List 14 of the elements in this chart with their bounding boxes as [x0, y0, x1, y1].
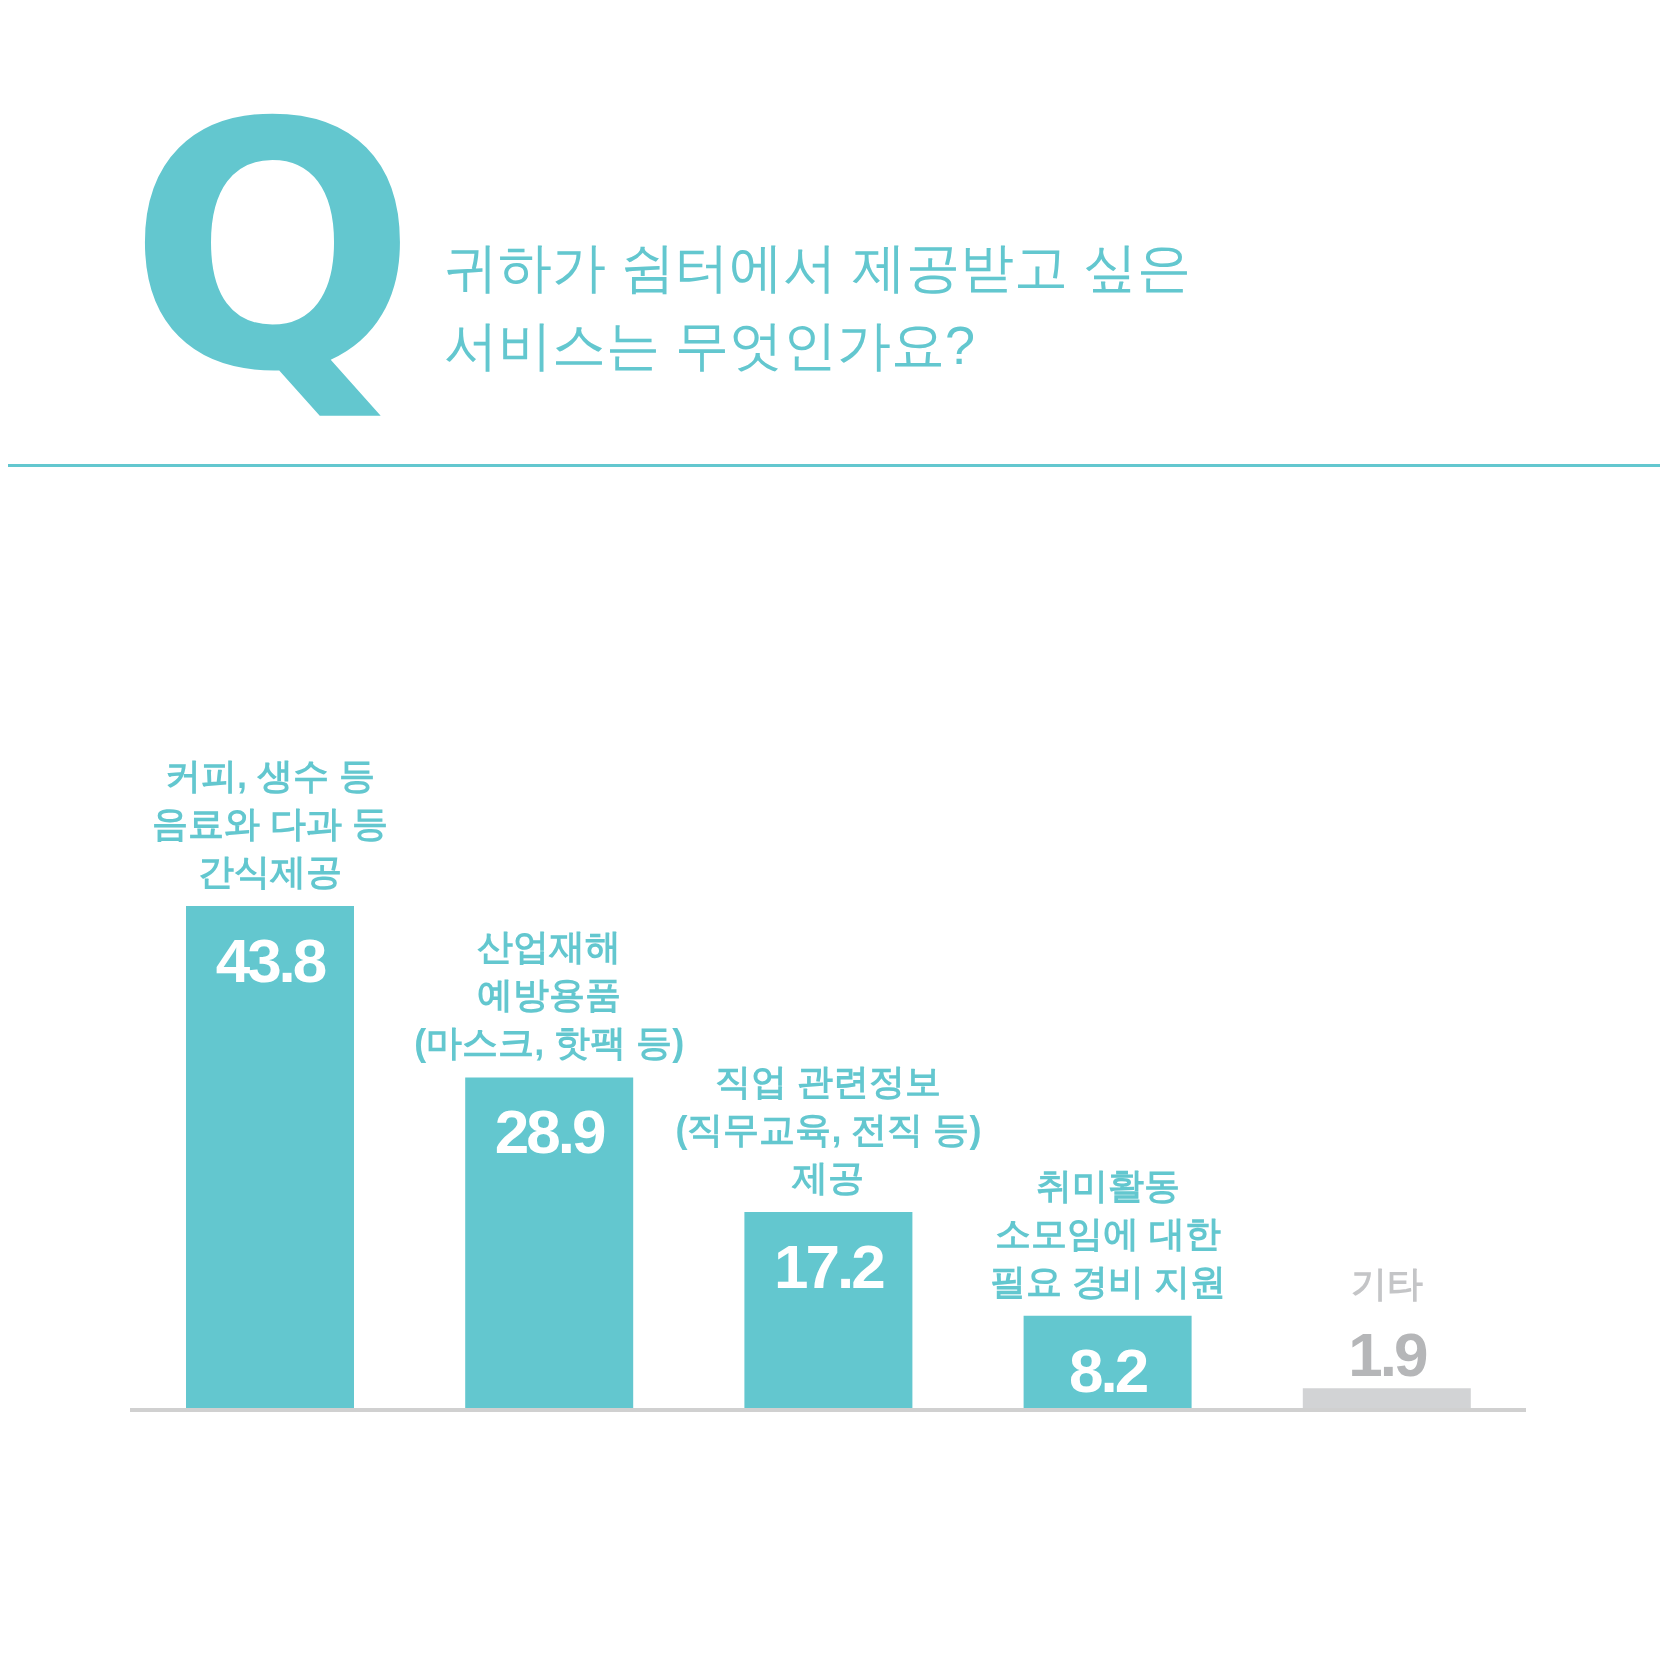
x-tick-label: 기타 [1350, 1263, 1423, 1305]
data-label: 43.8 [215, 926, 326, 995]
x-tick-label: 커피, 생수 등 음료와 다과 등 간식제공 [151, 755, 389, 892]
x-tick-label: 취미활동 소모임에 대한 필요 경비 지원 [989, 1164, 1226, 1302]
q-letter-icon: Q [128, 78, 418, 418]
bar [186, 906, 354, 1410]
data-label: 8.2 [1069, 1335, 1147, 1405]
chart-title: 귀하가 쉼터에서 제공받고 싶은 서비스는 무엇인가요? [444, 236, 1192, 377]
bar [744, 1212, 913, 1410]
bar [465, 1077, 634, 1410]
x-tick-label: 산업재해 예방용품 (마스크, 핫팩 등) [414, 926, 685, 1064]
data-label: 1.9 [1348, 1320, 1427, 1390]
data-label: 28.9 [494, 1097, 606, 1167]
data-label: 17.2 [774, 1232, 884, 1302]
